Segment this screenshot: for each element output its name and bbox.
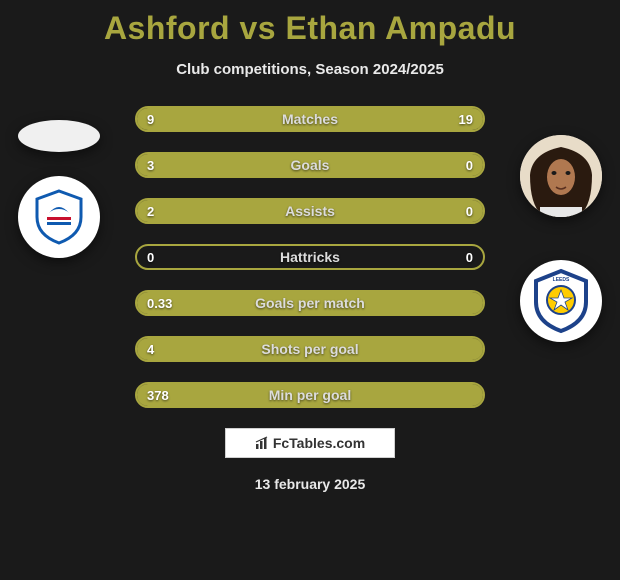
cardiff-city-crest xyxy=(18,176,100,258)
player-right-photo xyxy=(520,135,602,217)
stat-label: Goals per match xyxy=(137,292,483,314)
stat-label: Hattricks xyxy=(137,246,483,268)
stat-label: Goals xyxy=(137,154,483,176)
stat-label: Shots per goal xyxy=(137,338,483,360)
stat-label: Assists xyxy=(137,200,483,222)
stat-row: 00Hattricks xyxy=(135,244,485,270)
stat-row: 378Min per goal xyxy=(135,382,485,408)
svg-text:LEEDS: LEEDS xyxy=(553,277,570,283)
fctables-attribution: FcTables.com xyxy=(225,428,395,458)
stat-row: 919Matches xyxy=(135,106,485,132)
subtitle: Club competitions, Season 2024/2025 xyxy=(0,61,620,78)
fctables-label: FcTables.com xyxy=(273,435,365,451)
leeds-united-crest: LEEDS xyxy=(520,260,602,342)
stat-label: Matches xyxy=(137,108,483,130)
stat-row: 4Shots per goal xyxy=(135,336,485,362)
stat-row: 20Assists xyxy=(135,198,485,224)
page-title: Ashford vs Ethan Ampadu xyxy=(0,0,620,47)
stat-row: 30Goals xyxy=(135,152,485,178)
date-label: 13 february 2025 xyxy=(0,476,620,492)
stat-label: Min per goal xyxy=(137,384,483,406)
player-left-photo xyxy=(18,120,100,152)
chart-icon xyxy=(255,436,271,450)
stats-container: 919Matches 30Goals 20Assists 00Hattricks 0.3… xyxy=(135,106,485,408)
stat-row: 0.33Goals per match xyxy=(135,290,485,316)
